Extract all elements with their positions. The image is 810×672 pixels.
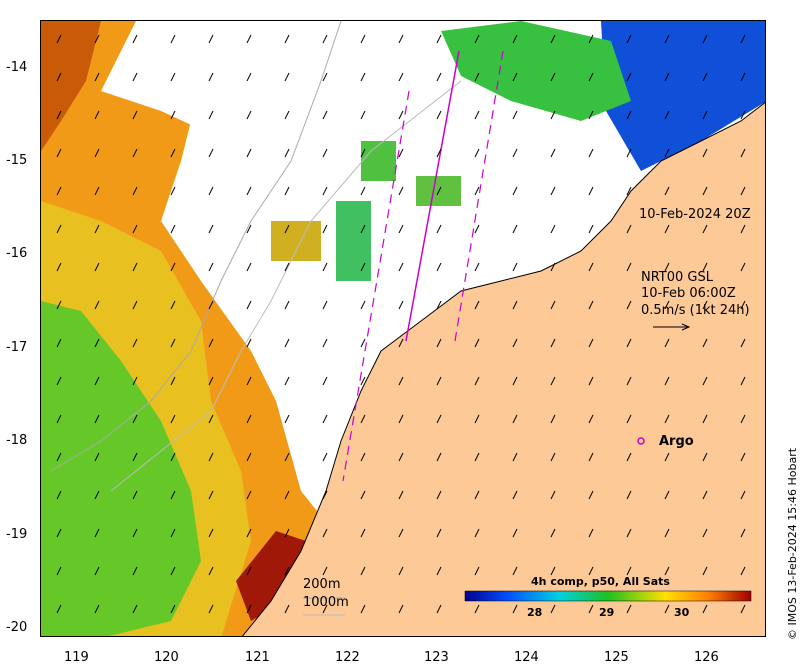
lat-tick: -17 (6, 340, 28, 355)
lat-tick: -15 (6, 153, 28, 168)
current-scale-label: 0.5m/s (1kt 24h) (641, 303, 750, 318)
current-scale-arrow (653, 323, 691, 331)
lon-tick: 120 (154, 650, 179, 665)
depth-1000-label: 1000m (303, 595, 349, 610)
colorbar-title: 4h comp, p50, All Sats (531, 575, 670, 588)
lon-tick: 119 (64, 650, 89, 665)
lat-tick: -20 (6, 620, 28, 635)
sst-map[interactable]: 10-Feb-2024 20Z NRT00 GSL 10-Feb 06:00Z … (40, 20, 766, 637)
lon-tick: 125 (604, 650, 629, 665)
current-title: NRT00 GSL (641, 270, 713, 285)
lat-tick: -19 (6, 527, 28, 542)
imos-credit: © IMOS 13-Feb-2024 15:46 Hobart (786, 447, 799, 640)
colorbar-tick-30: 30 (674, 606, 690, 619)
track-time-label: 10-Feb-2024 20Z (639, 207, 751, 222)
colorbar-tick-28: 28 (527, 606, 543, 619)
colorbar-gradient (464, 590, 752, 602)
lon-tick: 121 (245, 650, 270, 665)
lat-tick: -14 (6, 60, 28, 75)
argo-marker (637, 437, 645, 445)
lon-tick: 124 (514, 650, 539, 665)
argo-label: Argo (659, 434, 694, 449)
lon-tick: 122 (335, 650, 360, 665)
current-vectors (41, 21, 765, 636)
colorbar-tick-29: 29 (599, 606, 615, 619)
lon-tick: 126 (694, 650, 719, 665)
current-time: 10-Feb 06:00Z (641, 286, 736, 301)
lon-tick: 123 (424, 650, 449, 665)
map-canvas (41, 21, 765, 636)
lat-tick: -18 (6, 433, 28, 448)
lat-tick: -16 (6, 246, 28, 261)
depth-200-label: 200m (303, 577, 341, 592)
